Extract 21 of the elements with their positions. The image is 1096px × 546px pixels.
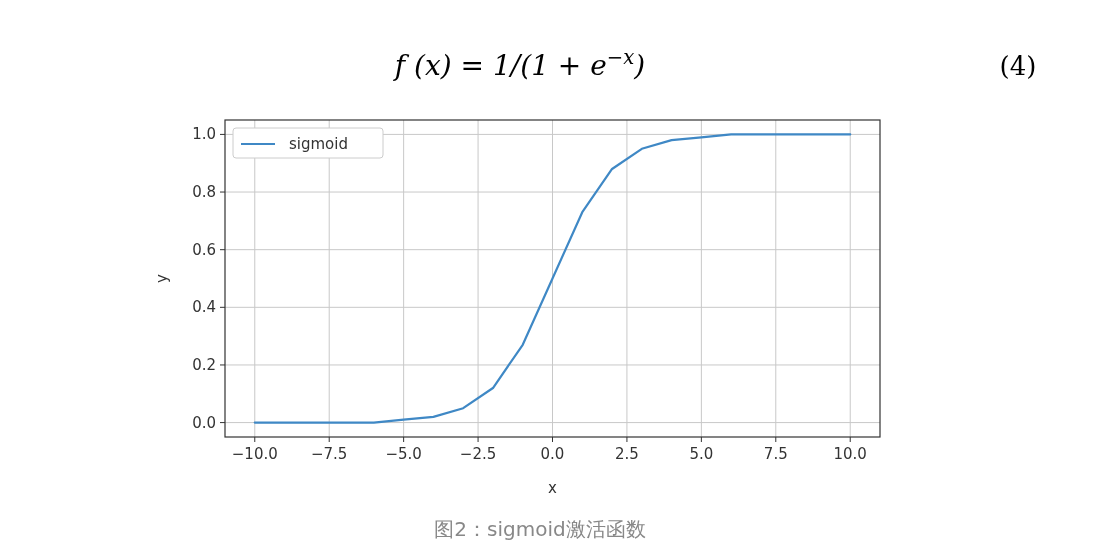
x-tick-label: 2.5 <box>615 445 639 463</box>
x-tick-label: 0.0 <box>540 445 565 463</box>
x-tick-label: −5.0 <box>385 445 422 463</box>
x-tick-label: −2.5 <box>459 445 497 463</box>
y-tick-label: 0.4 <box>192 298 216 317</box>
x-tick-label: −10.0 <box>231 445 278 463</box>
y-tick-label: 0.8 <box>192 183 216 202</box>
y-axis-title: y <box>153 273 171 283</box>
y-tick-label: 0.0 <box>192 413 216 432</box>
x-tick-label: 5.0 <box>689 445 714 463</box>
y-tick-label: 0.6 <box>192 240 216 259</box>
x-tick-label: 7.5 <box>763 445 788 463</box>
legend-label: sigmoid <box>289 135 348 153</box>
text: (4) <box>999 51 1037 81</box>
x-tick-label: −7.5 <box>310 445 348 463</box>
caption: 图2：sigmoid激活函数 <box>434 517 646 541</box>
y-tick-label: 1.0 <box>192 125 216 144</box>
x-tick-label: 10.0 <box>833 445 867 463</box>
chart-title: f (x) = 1/(1 + e$^{−x}$) <box>392 45 646 82</box>
y-tick-label: 0.2 <box>192 355 216 374</box>
x-axis-title: x <box>548 479 558 497</box>
